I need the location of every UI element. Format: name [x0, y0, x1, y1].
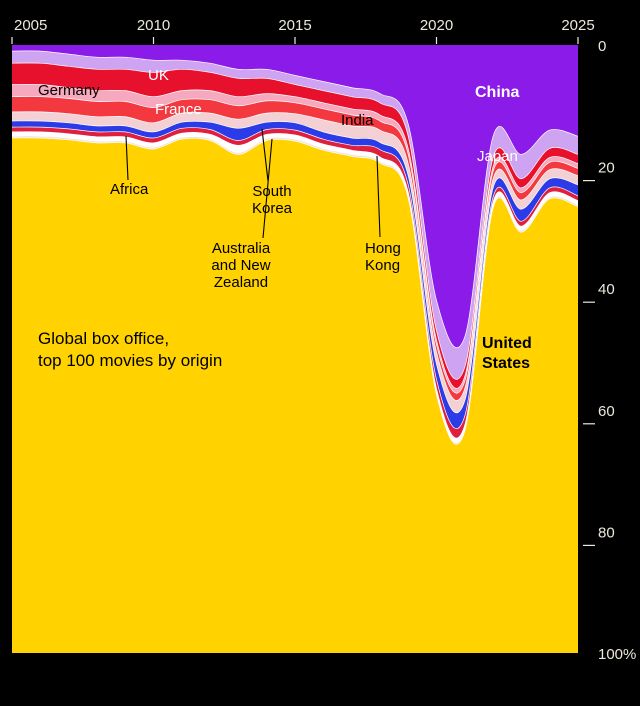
area-china	[12, 45, 578, 348]
annotation-africa: Africa	[110, 181, 149, 198]
annotation-france: France	[155, 101, 202, 118]
leader-line-hong-kong	[376, 155, 381, 238]
chart-caption: Global box office, top 100 movies by ori…	[38, 329, 223, 370]
band-boundary	[11, 50, 579, 349]
band-boundary	[11, 135, 579, 443]
leader-line-south-korea	[261, 128, 269, 182]
annotation-hong-kong: Hong Kong	[365, 240, 401, 274]
annotation-china: China	[475, 84, 520, 101]
band-boundary	[11, 83, 579, 389]
annotation-india: India	[341, 112, 374, 129]
band-boundary	[11, 126, 579, 429]
y-tick-label-40: 40	[598, 281, 615, 298]
leader-line-africa	[125, 135, 129, 181]
band-boundary	[11, 137, 579, 445]
y-tick-label-60: 60	[598, 403, 615, 420]
y-tick-label-80: 80	[598, 524, 615, 541]
x-tick-label-2020: 2020	[420, 17, 453, 34]
x-tick-label-2015: 2015	[278, 17, 311, 34]
annotation-united-states: United States	[482, 335, 532, 372]
y-tick-label-0: 0	[598, 38, 606, 55]
y-tick-label-100%: 100%	[598, 646, 636, 663]
annotation-australia-nz: Australia and New Zealand	[211, 240, 270, 291]
x-tick-label-2025: 2025	[561, 17, 594, 34]
annotation-japan: Japan	[477, 148, 518, 165]
y-tick-label-20: 20	[598, 160, 615, 177]
band-boundary	[11, 111, 579, 401]
band-boundary	[11, 96, 579, 394]
band-boundary	[11, 62, 579, 380]
x-tick-label-2010: 2010	[137, 17, 170, 34]
x-tick-label-2005: 2005	[14, 17, 47, 34]
annotation-germany: Germany	[38, 82, 100, 99]
annotation-uk: UK	[148, 67, 169, 84]
annotation-south-korea: South Korea	[252, 183, 293, 217]
band-boundary	[11, 120, 579, 414]
area-united-states	[12, 137, 578, 653]
band-boundary	[11, 131, 579, 439]
leader-line-australia-nz	[262, 138, 273, 239]
